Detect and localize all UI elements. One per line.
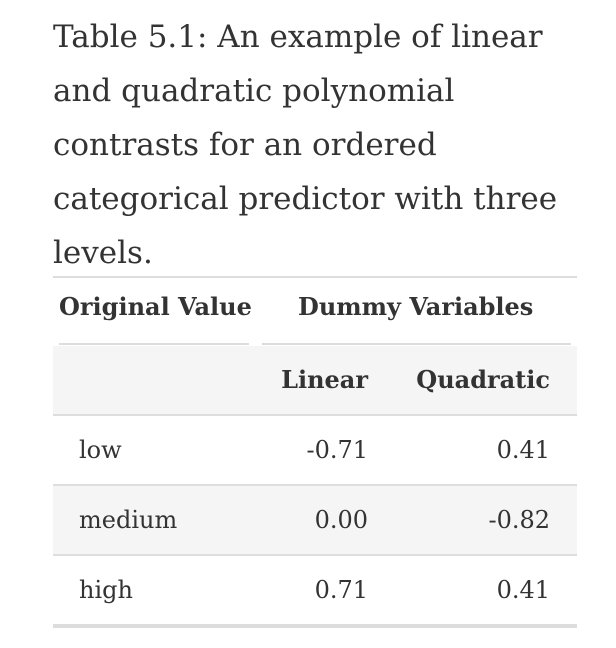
header-quadratic: Quadratic <box>416 365 550 394</box>
cell-level: low <box>79 436 122 464</box>
cell-linear: 0.00 <box>314 506 368 534</box>
table-caption: Table 5.1: An example of linear and quad… <box>53 19 558 271</box>
cell-level: high <box>79 576 133 604</box>
table-row: low -0.71 0.41 <box>53 416 577 486</box>
table-row: high 0.71 0.41 <box>53 556 577 626</box>
header-linear: Linear <box>281 365 368 394</box>
table-top-rule <box>53 276 577 278</box>
cell-quadratic: -0.82 <box>488 506 550 534</box>
original-value-underline <box>59 343 249 345</box>
header-dummy-variables: Dummy Variables <box>298 292 534 321</box>
table-row: medium 0.00 -0.82 <box>53 486 577 556</box>
cell-linear: -0.71 <box>306 436 368 464</box>
cell-linear: 0.71 <box>314 576 368 604</box>
table-bottom-rule <box>53 624 577 628</box>
header-original-value: Original Value <box>59 292 252 321</box>
cell-quadratic: 0.41 <box>496 576 550 604</box>
cell-level: medium <box>79 506 178 534</box>
cell-quadratic: 0.41 <box>496 436 550 464</box>
sub-header-row: Linear Quadratic <box>53 346 577 416</box>
dummy-variables-underline <box>262 343 571 345</box>
